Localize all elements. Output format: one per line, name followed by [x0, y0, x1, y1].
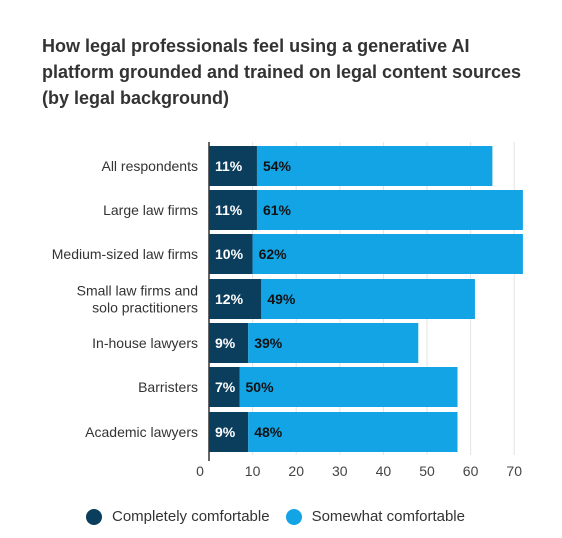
- legend-item-somewhat-comfortable: Somewhat comfortable: [285, 508, 465, 525]
- data-label: 11%: [215, 202, 243, 218]
- x-tick-label: 30: [332, 463, 348, 479]
- legend-item-completely-comfortable: Completely comfortable: [86, 508, 270, 525]
- bar-completely-3: [209, 279, 262, 319]
- data-label: 62%: [259, 246, 288, 262]
- data-label: 48%: [254, 424, 283, 440]
- category-label: Medium-sized law firms: [52, 246, 198, 262]
- data-label: 7%: [215, 379, 236, 395]
- x-tick-label: 40: [376, 463, 392, 479]
- bar-somewhat-5: [239, 367, 458, 407]
- data-label: 10%: [215, 246, 244, 262]
- x-tick-label: 0: [196, 463, 204, 479]
- x-tick-label: 70: [506, 463, 522, 479]
- bar-completely-2: [209, 234, 253, 274]
- bar-completely-1: [209, 190, 257, 230]
- data-label: 9%: [215, 335, 236, 351]
- category-label: All respondents: [101, 158, 198, 174]
- chart-title: How legal professionals feel using a gen…: [42, 36, 522, 108]
- legend-label-completely-comfortable: Completely comfortable: [112, 508, 270, 525]
- bar-somewhat-1: [256, 190, 523, 230]
- x-tick-label: 50: [419, 463, 435, 479]
- category-label: Barristers: [138, 379, 198, 395]
- data-label: 54%: [263, 158, 292, 174]
- bar-somewhat-4: [248, 323, 419, 363]
- data-label: 61%: [263, 202, 292, 218]
- bar-somewhat-2: [252, 234, 523, 274]
- x-tick-label: 10: [245, 463, 261, 479]
- data-label: 49%: [267, 291, 296, 307]
- category-label: Small law firms and solo practitioners: [77, 283, 198, 316]
- legend-swatch-somewhat-comfortable: [285, 508, 302, 525]
- category-label: Academic lawyers: [85, 424, 198, 440]
- bar-completely-5: [209, 367, 240, 407]
- legend-swatch-completely-comfortable: [86, 508, 102, 525]
- legend-label-somewhat-comfortable: Somewhat comfortable: [311, 508, 465, 525]
- chart-legend: Completely comfortable Somewhat comforta…: [86, 508, 481, 525]
- bar-completely-4: [209, 323, 249, 363]
- bar-somewhat-6: [248, 412, 458, 452]
- data-label: 12%: [215, 291, 244, 307]
- category-label: In-house lawyers: [92, 335, 198, 351]
- bar-somewhat-0: [256, 146, 493, 186]
- bar-completely-6: [209, 412, 249, 452]
- data-label: 39%: [254, 335, 283, 351]
- bar-completely-0: [209, 146, 257, 186]
- x-tick-label: 20: [288, 463, 304, 479]
- category-label: Large law firms: [103, 202, 198, 218]
- data-label: 9%: [215, 424, 236, 440]
- data-label: 50%: [246, 379, 275, 395]
- bar-somewhat-3: [261, 279, 475, 319]
- x-tick-label: 60: [463, 463, 479, 479]
- data-label: 11%: [215, 158, 243, 174]
